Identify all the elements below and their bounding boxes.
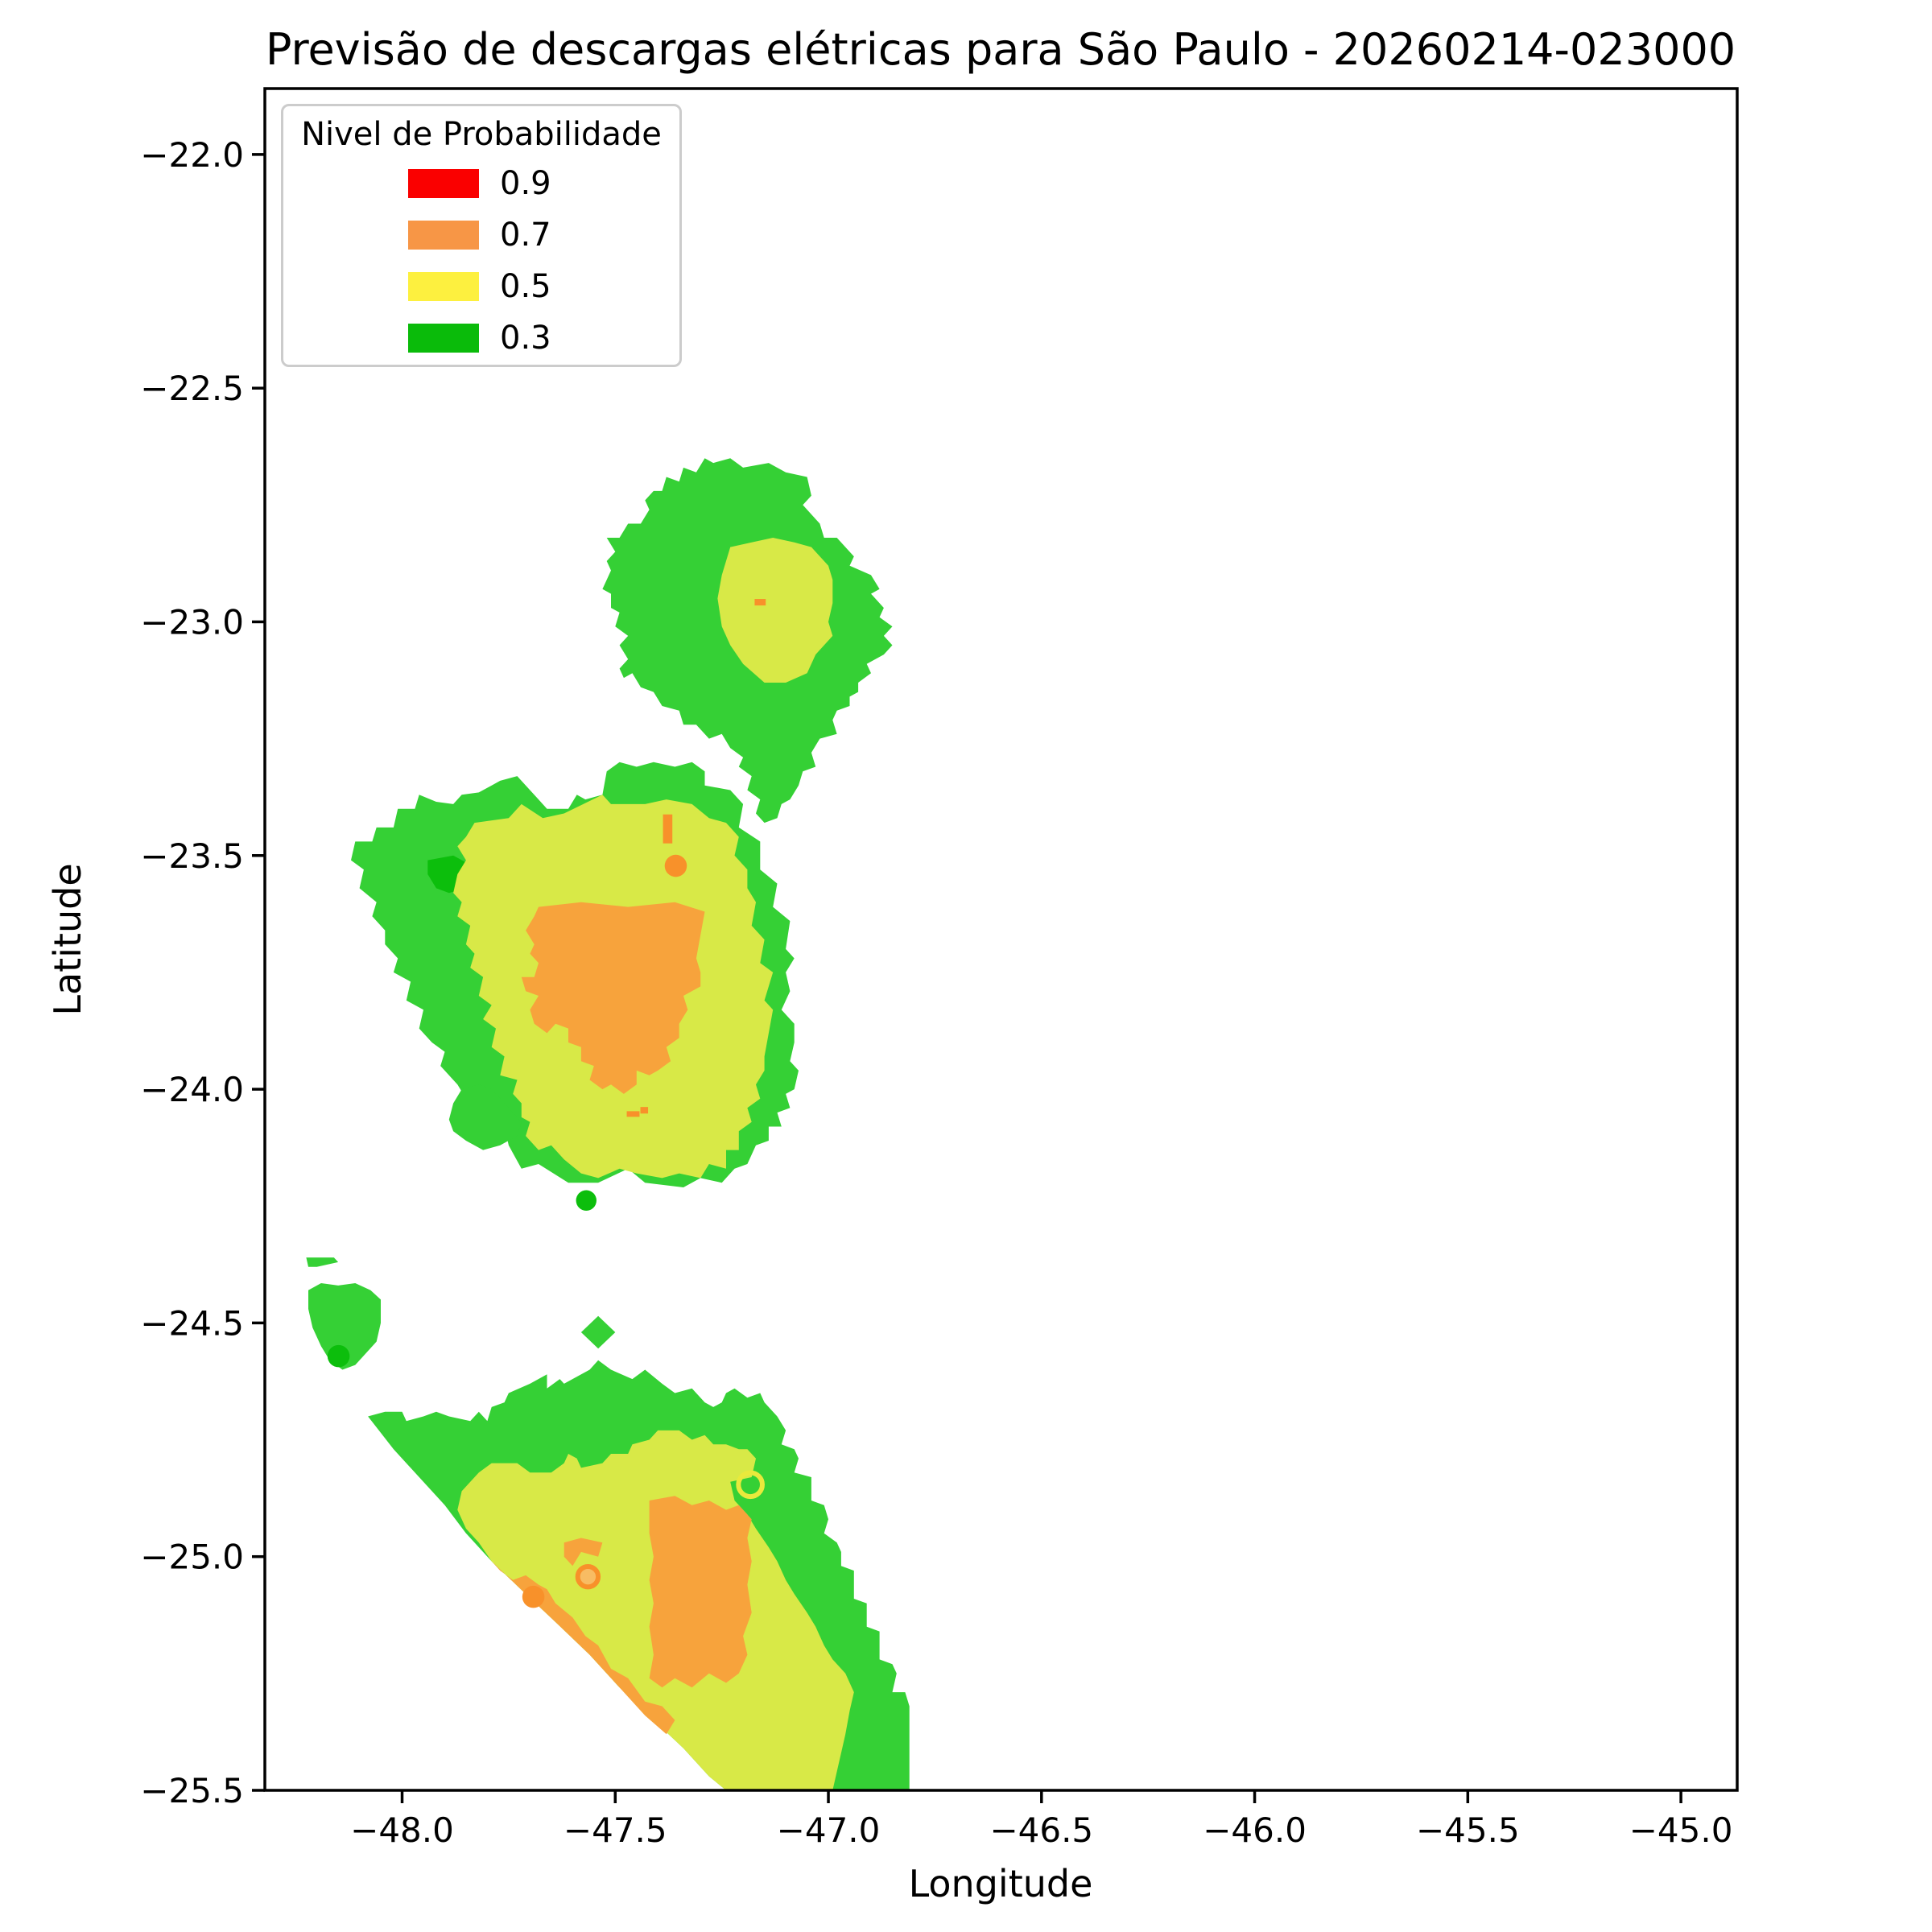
legend-label-0.7: 0.7 — [500, 217, 551, 254]
x-tick-label: −45.5 — [1416, 1810, 1520, 1850]
contour-region-central-core-p70 — [521, 902, 705, 1094]
legend-swatch-0.3 — [408, 324, 479, 353]
contour-region-sw-sliver-p30 — [306, 1257, 339, 1267]
legend-box: Nivel de Probabilidade 0.9 0.7 0.5 0.3 — [281, 104, 682, 367]
contour-region-central-appendage-p30 — [448, 1084, 522, 1150]
y-tick-label: −22.0 — [140, 135, 244, 175]
legend-entry: 0.5 — [408, 268, 551, 305]
x-tick-label: −47.0 — [777, 1810, 881, 1850]
y-tick-label: −22.5 — [140, 369, 244, 408]
legend-entry: 0.3 — [408, 320, 551, 357]
contour-region-sw-island-p30 — [308, 1283, 381, 1370]
legend-swatch-0.7 — [408, 221, 479, 250]
marker-p30-point-central-south — [576, 1190, 597, 1211]
contour-region-south-hook-p70 — [564, 1538, 603, 1567]
x-tick-label: −45.0 — [1629, 1810, 1733, 1850]
legend-title: Nivel de Probabilidade — [301, 116, 662, 153]
contour-region-south-tall-patch-p70 — [649, 1496, 752, 1688]
marker-p70-sliver-central-b — [640, 1107, 649, 1114]
legend-entry: 0.7 — [408, 217, 551, 254]
legend-label-0.9: 0.9 — [500, 165, 551, 202]
contour-region-lone-diamond-p30 — [580, 1315, 616, 1349]
marker-p50-diamond-south-east — [733, 1450, 753, 1469]
legend-label-0.3: 0.3 — [500, 320, 551, 357]
contour-regions-layer — [306, 458, 910, 1790]
marker-p70-sliver-north — [754, 599, 766, 606]
marker-p70-point-south — [522, 1585, 545, 1608]
x-tick-label: −46.0 — [1203, 1810, 1307, 1850]
legend-swatch-0.5 — [408, 272, 479, 301]
marker-p70-sliver-central-vertical — [663, 814, 673, 844]
marker-p70-point-central — [664, 854, 687, 877]
marker-p70-ring-south — [575, 1563, 601, 1590]
y-tick-label: −25.5 — [140, 1771, 244, 1810]
axes-layer: −48.0 −47.5 −47.0 −46.5 −46.0 −45.5 −45.0 −22.0… — [140, 135, 1732, 1850]
y-tick-label: −24.5 — [140, 1303, 244, 1343]
marker-p50-ring-south-east — [736, 1470, 765, 1500]
marker-p70-sliver-central-a — [626, 1111, 640, 1117]
legend-swatch-0.9 — [408, 169, 479, 198]
x-tick-label: −46.5 — [989, 1810, 1093, 1850]
legend-label-0.5: 0.5 — [500, 268, 551, 305]
marker-p30-point-sw-island — [327, 1344, 350, 1368]
y-tick-label: −23.0 — [140, 602, 244, 642]
x-tick-label: −47.5 — [564, 1810, 667, 1850]
x-tick-label: −48.0 — [350, 1810, 454, 1850]
legend-entry: 0.9 — [408, 165, 551, 202]
y-tick-label: −24.0 — [140, 1070, 244, 1109]
chart-title: Previsão de descargas elétricas para São… — [266, 24, 1736, 75]
contour-region-north-cell-p50 — [717, 538, 833, 683]
y-axis-label: Latitude — [46, 863, 89, 1015]
y-tick-label: −23.5 — [140, 836, 244, 876]
contour-markers-layer — [327, 599, 766, 1608]
plot-area-border — [263, 87, 1739, 1792]
x-axis-label: Longitude — [909, 1862, 1093, 1905]
y-tick-label: −25.0 — [140, 1538, 244, 1577]
